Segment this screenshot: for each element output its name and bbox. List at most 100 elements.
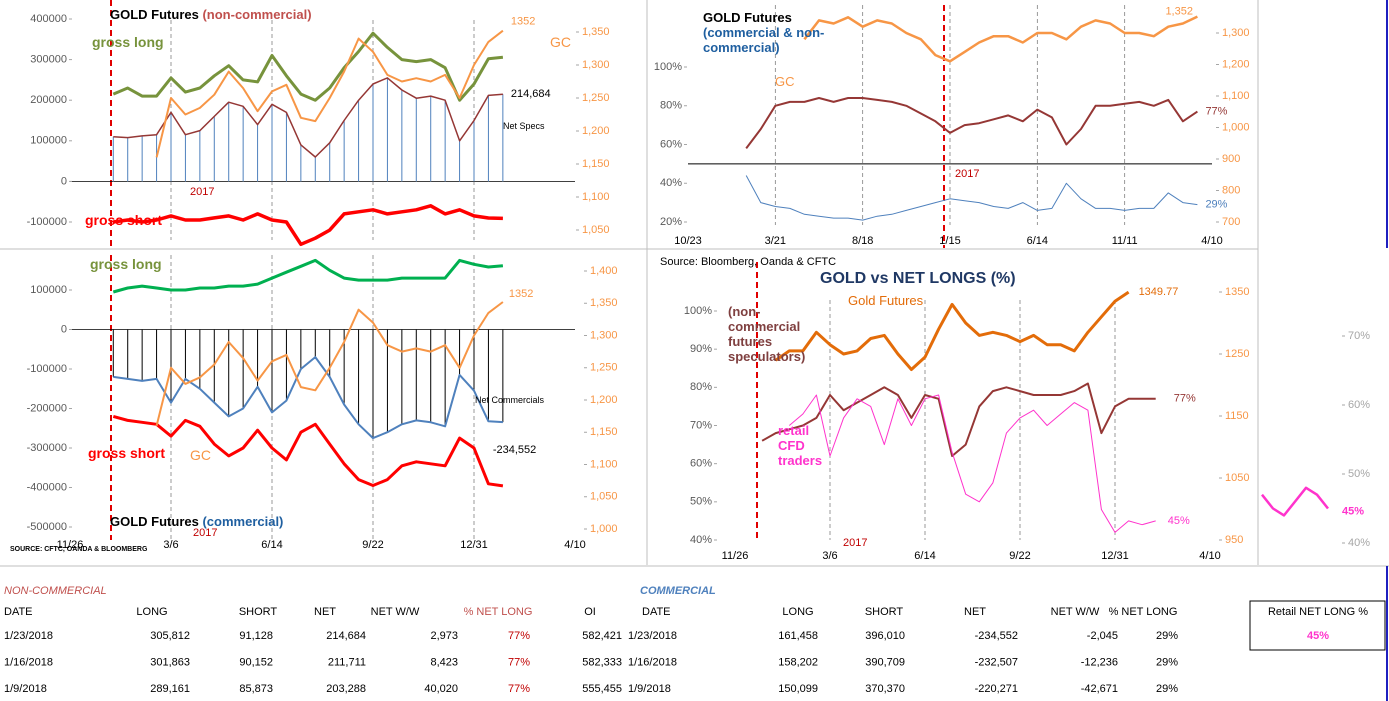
table-cell: 370,370 (865, 683, 905, 695)
annotation: 2017 (843, 537, 867, 549)
x-tick-label: 3/21 (765, 235, 786, 247)
y-tick-label: 60% (690, 458, 712, 470)
y-tick-label: 1,250 (582, 92, 610, 104)
y-tick-label: 80% (690, 381, 712, 393)
y-tick-label: 1,000 (1222, 121, 1250, 133)
table-cell: 77% (508, 683, 530, 695)
y-tick-label: 800 (1222, 184, 1240, 196)
y-tick-label: 1,250 (590, 362, 618, 374)
series-line (112, 258, 504, 294)
table-cell: 390,709 (865, 656, 905, 668)
section-label: NON-COMMERCIAL (4, 585, 107, 597)
value-label: -234,552 (493, 444, 536, 456)
table-cell: 40,020 (424, 683, 458, 695)
y-tick-label: 1250 (1225, 348, 1249, 360)
table-cell: 289,161 (150, 683, 190, 695)
retail-box (1249, 600, 1386, 651)
y-tick-label: 1,300 (590, 329, 618, 341)
y-tick-label: 20% (660, 216, 682, 228)
y-tick-label: 1,200 (590, 394, 618, 406)
series-label: Net Specs (503, 121, 545, 131)
x-tick-label: 6/14 (261, 539, 282, 551)
y-tick-label: 1,300 (1222, 27, 1250, 39)
table-cell: 1/9/2018 (628, 683, 671, 695)
y-tick-label: 80% (660, 100, 682, 112)
series-label: gross long (92, 34, 164, 50)
y-tick-label: 1,100 (582, 191, 610, 203)
y-tick-label: 70% (1348, 330, 1370, 342)
x-tick-label: 12/31 (460, 539, 488, 551)
x-tick-label: 9/22 (362, 539, 383, 551)
x-tick-label: 1/15 (939, 235, 960, 247)
table-cell: 203,288 (326, 683, 366, 695)
y-tick-label: 1,350 (590, 297, 618, 309)
column-header: NET (964, 606, 986, 618)
table-cell: 150,099 (778, 683, 818, 695)
column-header: NET W/W (371, 606, 420, 618)
annotation: 2017 (190, 186, 214, 198)
table-cell: 2,973 (430, 630, 458, 642)
y-tick-label: 1,050 (590, 491, 618, 503)
table-cell: 1/16/2018 (628, 656, 677, 668)
subtitle-text: (commercial & non-commercial) (703, 24, 825, 55)
series-line (113, 204, 503, 247)
chart-title: GOLD Futures (commercial) (110, 514, 283, 530)
series-line (113, 77, 503, 158)
table-cell: -234,552 (975, 630, 1018, 642)
series-line (155, 29, 504, 158)
series-line (112, 414, 504, 488)
x-tick-label: 11/26 (57, 539, 84, 551)
x-tick-label: 11/11 (1112, 235, 1138, 247)
y-tick-label: 100000 (30, 135, 67, 147)
x-tick-label: 10/23 (674, 235, 702, 247)
table-cell: -2,045 (1087, 630, 1118, 642)
table-cell: 29% (1156, 656, 1178, 668)
series-label: GC (190, 447, 211, 463)
y-tick-label: 40% (690, 534, 712, 546)
series-label: Net Commercials (475, 395, 545, 405)
series-line (774, 290, 1130, 371)
x-tick-label: 4/10 (1199, 550, 1220, 562)
x-tick-label: 8/18 (852, 235, 873, 247)
y-tick-label: 70% (690, 419, 712, 431)
y-tick-label: 1150 (1225, 410, 1249, 422)
annotation: 2017 (193, 527, 217, 539)
title-text: GOLD vs NET LONGS (%) (820, 270, 1016, 287)
series-line (112, 31, 504, 102)
series-line (803, 15, 1198, 63)
series-label: gross long (90, 256, 162, 272)
value-label: 45% (1168, 515, 1190, 527)
table-cell: 582,421 (582, 630, 622, 642)
table-cell: -12,236 (1081, 656, 1118, 668)
column-header: SHORT (239, 606, 278, 618)
table-cell: 555,455 (582, 683, 622, 695)
title-text: GOLD Futures (703, 10, 792, 25)
y-tick-label: -100000 (27, 363, 67, 375)
y-tick-label: 0 (61, 323, 67, 335)
series-line (788, 394, 1156, 533)
y-tick-label: 1,350 (582, 26, 610, 38)
x-tick-label: 3/6 (163, 539, 178, 551)
y-tick-label: 100000 (30, 284, 67, 296)
y-tick-label: 90% (690, 343, 712, 355)
series-label: retail CFD traders (778, 423, 823, 468)
series-line (745, 97, 1198, 150)
x-tick-label: 4/10 (1201, 235, 1222, 247)
y-tick-label: 1,150 (582, 158, 610, 170)
table-cell: 158,202 (778, 656, 818, 668)
y-tick-label: 950 (1225, 534, 1243, 546)
source-note: Source: Bloomberg, Oanda & CFTC (660, 256, 837, 268)
x-tick-label: 3/6 (822, 550, 837, 562)
series-label: Gold Futures (848, 293, 924, 308)
retail-box-title: Retail NET LONG % (1268, 606, 1368, 618)
table-cell: 1/23/2018 (4, 630, 53, 642)
y-tick-label: 60% (1348, 399, 1370, 411)
x-tick-label: 4/10 (564, 539, 585, 551)
column-header: % NET LONG (1109, 606, 1178, 618)
series-line (113, 356, 503, 440)
title-text: GOLD Futures (110, 514, 199, 529)
table-cell: 8,423 (430, 656, 458, 668)
retail-box-value: 45% (1307, 630, 1329, 642)
y-tick-label: 1050 (1225, 472, 1249, 484)
